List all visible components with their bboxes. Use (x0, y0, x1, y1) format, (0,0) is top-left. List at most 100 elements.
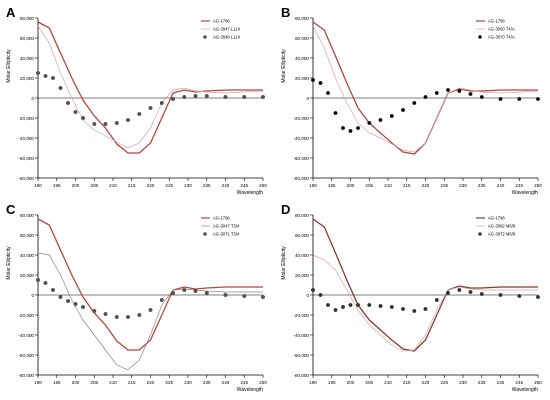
data-point (204, 291, 209, 295)
y-tick-label: 60,000 (295, 36, 309, 41)
panel-label: C (6, 202, 16, 217)
data-point (182, 95, 187, 99)
data-point (148, 308, 153, 312)
data-point (479, 95, 484, 99)
data-point (423, 95, 428, 99)
data-point (159, 298, 164, 302)
data-point (73, 302, 78, 306)
data-point (171, 291, 175, 295)
x-tick-label: 250 (534, 380, 542, 385)
x-tick-label: 225 (440, 380, 448, 385)
data-point (261, 295, 265, 299)
data-point (468, 290, 473, 294)
y-tick-label: 80,000 (295, 16, 309, 21)
data-point (423, 307, 428, 311)
data-point (434, 298, 439, 302)
data-point (159, 101, 164, 105)
x-tick-label: 225 (440, 183, 448, 188)
data-point (103, 312, 108, 316)
x-tick-label: 195 (53, 183, 61, 188)
y-axis-title: Molar Ellipticity (6, 246, 12, 280)
data-point (498, 293, 503, 297)
data-point (348, 129, 353, 133)
x-tick-label: 205 (90, 183, 98, 188)
data-point (242, 294, 247, 298)
y-tick-label: -20,000 (18, 116, 34, 121)
data-point (223, 293, 228, 297)
y-tick-label: 80,000 (295, 213, 309, 218)
x-tick-label: 230 (459, 380, 467, 385)
y-tick-label: 20,000 (295, 76, 309, 81)
y-tick-label: 0 (31, 96, 34, 101)
x-tick-label: 220 (422, 380, 430, 385)
data-point (536, 97, 540, 101)
x-tick-label: 200 (347, 380, 355, 385)
y-tick-label: 20,000 (295, 273, 309, 278)
x-axis-title: Wavelength (237, 387, 263, 393)
data-point (333, 308, 338, 312)
data-point (341, 305, 345, 309)
x-tick-label: 230 (184, 380, 192, 385)
x-tick-label: 190 (309, 183, 317, 188)
series-0-line (312, 218, 538, 352)
series-1-line (37, 25, 264, 149)
x-tick-label: 195 (328, 380, 336, 385)
y-tick-label: 0 (306, 293, 309, 298)
x-tick-label: 195 (328, 183, 336, 188)
data-point (517, 97, 522, 101)
data-point (58, 86, 63, 90)
data-point (356, 303, 360, 307)
data-point (51, 76, 55, 80)
data-point (401, 307, 405, 311)
data-point (367, 303, 372, 307)
x-tick-label: 205 (365, 183, 373, 188)
x-tick-label: 195 (53, 380, 61, 385)
data-point (66, 101, 70, 105)
x-tick-label: 215 (403, 380, 411, 385)
data-point (66, 299, 70, 303)
data-point (43, 74, 48, 78)
x-tick-label: 215 (128, 183, 136, 188)
y-tick-label: -20,000 (293, 313, 309, 318)
data-point (311, 78, 315, 82)
data-point (92, 309, 97, 313)
legend-entry: AG-2847 L11K (213, 27, 241, 32)
legend-entry: AG-3072 M6/8 (488, 232, 516, 237)
x-tick-label: 250 (259, 183, 267, 188)
data-point (378, 118, 383, 122)
y-tick-label: -60,000 (293, 353, 309, 358)
x-tick-label: 245 (240, 380, 248, 385)
y-tick-label: -80,000 (293, 176, 309, 181)
series-1-line (37, 252, 263, 371)
x-tick-label: 245 (515, 380, 523, 385)
data-point (36, 278, 40, 282)
data-point (389, 114, 394, 118)
data-point (103, 122, 108, 126)
legend-entry: AG-2848 L11K (213, 35, 241, 40)
chart-panel-c: C 80,000 60,000 40,000 20,000 0 -20,000 -40,000… (6, 202, 267, 393)
y-tick-label: 20,000 (20, 76, 34, 81)
data-point (348, 303, 353, 307)
legend-swatch (478, 232, 482, 236)
y-tick-label: -40,000 (18, 333, 34, 338)
data-point (446, 88, 450, 92)
x-tick-label: 215 (128, 380, 136, 385)
data-point (114, 315, 119, 319)
y-tick-label: 40,000 (295, 56, 309, 61)
x-tick-label: 190 (34, 380, 42, 385)
y-tick-label: -20,000 (293, 116, 309, 121)
series-1-line (312, 25, 539, 153)
data-point (58, 295, 63, 299)
x-tick-label: 245 (240, 183, 248, 188)
legend-entry: AG-3047 T3/4 (213, 224, 240, 229)
series-0-line (312, 21, 538, 155)
data-point (242, 95, 247, 99)
x-tick-label: 210 (109, 183, 117, 188)
data-point (367, 121, 372, 125)
data-point (389, 305, 394, 309)
x-tick-label: 200 (347, 183, 355, 188)
x-tick-label: 235 (478, 183, 486, 188)
series-2-markers (36, 71, 265, 126)
data-point (326, 91, 330, 95)
data-point (114, 121, 119, 125)
